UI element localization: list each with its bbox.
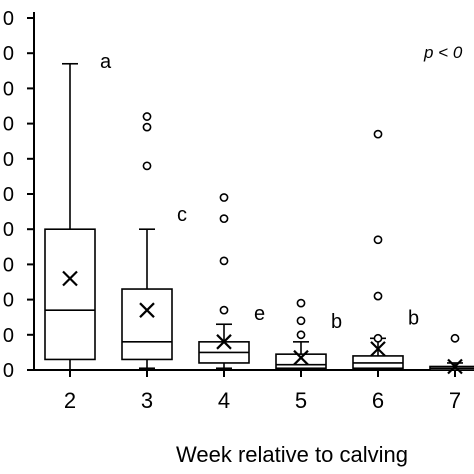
x-tick-label: 2 bbox=[64, 388, 76, 413]
mean-marker bbox=[62, 270, 78, 287]
y-tick-label: 0 bbox=[3, 114, 14, 136]
box-week-6 bbox=[352, 129, 404, 371]
outlier-point bbox=[296, 298, 306, 308]
x-axis-title: Week relative to calving bbox=[176, 442, 408, 467]
y-tick-label: 0 bbox=[3, 290, 14, 312]
mean-marker bbox=[139, 302, 155, 318]
outlier-point bbox=[219, 305, 229, 315]
letter-week-3: c bbox=[177, 204, 187, 226]
letter-week-4: e bbox=[254, 303, 265, 325]
outlier-point bbox=[219, 193, 229, 202]
y-tick-label: 0 bbox=[3, 219, 14, 241]
outlier-point bbox=[296, 316, 306, 326]
x-tick-label: 5 bbox=[295, 388, 307, 413]
outlier-point bbox=[450, 333, 460, 343]
y-tick-label: 0 bbox=[3, 360, 14, 382]
outlier-point bbox=[142, 122, 152, 132]
p-value-annotation: p < 0 bbox=[423, 43, 463, 62]
iqr-box bbox=[121, 288, 173, 361]
box-week-2 bbox=[44, 62, 96, 371]
box-week-4 bbox=[198, 193, 250, 370]
y-tick-label: 0 bbox=[3, 184, 14, 206]
x-axis: 2 3 4 5 6 7 bbox=[34, 369, 474, 413]
outlier-point bbox=[142, 112, 152, 121]
mean-marker bbox=[447, 358, 463, 375]
outlier-point bbox=[373, 291, 383, 301]
iqr-box bbox=[44, 228, 96, 361]
y-tick-label: 0 bbox=[3, 43, 14, 65]
letter-week-2: a bbox=[100, 51, 112, 73]
boxes bbox=[44, 62, 474, 375]
outlier-point bbox=[373, 333, 383, 343]
x-tick-label: 7 bbox=[449, 388, 461, 413]
mean-marker bbox=[216, 334, 232, 350]
letter-week-5: b bbox=[331, 311, 342, 333]
x-tick-label: 3 bbox=[141, 388, 153, 413]
y-axis: 0 0 0 0 0 0 0 0 0 0 0 bbox=[3, 8, 35, 382]
x-tick-label: 4 bbox=[218, 388, 230, 413]
mean-marker bbox=[293, 349, 309, 366]
y-tick-label: 0 bbox=[3, 254, 14, 276]
y-tick-label: 0 bbox=[3, 8, 14, 30]
mean-marker bbox=[370, 341, 386, 357]
letter-week-6: b bbox=[408, 307, 419, 329]
outlier-point bbox=[219, 256, 229, 266]
significance-letters: acebbbc bbox=[100, 51, 419, 333]
box-week-5 bbox=[275, 298, 327, 371]
outlier-point bbox=[373, 235, 383, 245]
y-tick-label: 0 bbox=[3, 325, 14, 347]
x-tick-label: 6 bbox=[372, 388, 384, 413]
box-week-3 bbox=[121, 112, 173, 370]
outlier-point bbox=[219, 214, 229, 224]
iqr-box bbox=[352, 355, 404, 370]
outlier-point bbox=[296, 330, 306, 340]
y-tick-label: 0 bbox=[3, 149, 14, 171]
outlier-point bbox=[373, 129, 383, 139]
y-tick-label: 0 bbox=[3, 78, 14, 100]
outlier-point bbox=[142, 161, 152, 171]
box-week-7 bbox=[429, 333, 474, 375]
